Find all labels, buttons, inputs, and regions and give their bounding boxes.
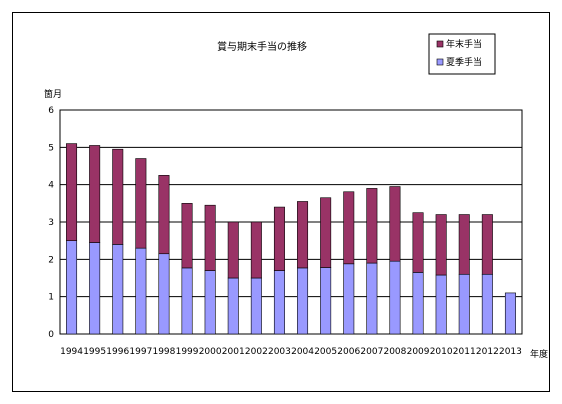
bar-year-end: [181, 203, 193, 269]
x-tick-label: 2001: [222, 347, 245, 357]
x-tick-label: 2008: [383, 347, 406, 357]
x-tick-label: 2004: [291, 347, 314, 357]
bar-year-end: [204, 204, 216, 271]
y-tick-labels: 0 1 2 3 4 5 6: [48, 106, 54, 340]
bar-year-end: [66, 143, 78, 241]
x-tick-label: 2002: [245, 347, 268, 357]
bars: [66, 143, 516, 335]
bar-year-end: [297, 201, 309, 269]
bar-summer: [250, 277, 262, 335]
x-tick-label: 1995: [83, 347, 106, 357]
bar-summer: [273, 270, 285, 335]
bar-year-end: [343, 191, 355, 265]
bar-summer: [504, 292, 516, 335]
bar-summer: [343, 263, 355, 335]
y-tick-label: 2: [48, 255, 54, 265]
legend-swatch-summer: [436, 58, 444, 66]
x-tick-label: 1997: [129, 347, 152, 357]
bar-year-end: [273, 206, 285, 271]
x-tick-label: 1994: [60, 347, 83, 357]
y-tick-label: 1: [48, 293, 54, 303]
bar-summer: [227, 277, 239, 335]
bar-summer: [481, 273, 493, 335]
x-tick-labels: 1994 1995 1996 1997 1998 1999 2000 2001 2002 2003…: [60, 347, 522, 357]
x-tick-label: 2009: [407, 347, 430, 357]
x-tick-label: 2000: [199, 347, 222, 357]
bar-summer: [181, 267, 193, 335]
y-axis-label: 箇月: [44, 88, 62, 100]
bar-summer: [158, 253, 170, 335]
x-tick-label: 1998: [152, 347, 175, 357]
bar-year-end: [481, 214, 493, 275]
bar-summer: [412, 272, 424, 335]
bar-year-end: [135, 158, 147, 249]
x-tick-label: 2005: [314, 347, 337, 357]
y-tick-label: 5: [48, 143, 54, 153]
legend-label-year-end: 年末手当: [446, 38, 482, 50]
x-tick-label: 2003: [268, 347, 291, 357]
legend-box: [428, 33, 496, 75]
bar-summer: [320, 267, 332, 335]
bar-year-end: [389, 186, 401, 262]
bar-year-end: [89, 145, 101, 243]
y-tick-label: 0: [48, 330, 54, 340]
x-tick-label: 2012: [476, 347, 499, 357]
x-tick-label: 2011: [453, 347, 476, 357]
bar-summer: [389, 260, 401, 335]
bar-summer: [66, 240, 78, 335]
y-tick-label: 6: [48, 106, 54, 116]
bar-year-end: [158, 175, 170, 255]
legend-swatch-year-end: [436, 40, 444, 48]
bar-summer: [204, 270, 216, 335]
bar-year-end: [412, 212, 424, 273]
legend: 年末手当 夏季手当: [428, 33, 496, 75]
bar-summer: [135, 247, 147, 335]
x-tick-label: 1999: [176, 347, 199, 357]
bar-year-end: [435, 214, 447, 276]
x-tick-label: 1996: [106, 347, 129, 357]
bar-year-end: [320, 197, 332, 268]
x-axis-label: 年度: [530, 348, 548, 360]
bar-year-end: [227, 221, 239, 279]
legend-label-summer: 夏季手当: [446, 56, 482, 68]
bar-summer: [435, 274, 447, 335]
y-tick-label: 3: [48, 218, 54, 228]
x-tick-label: 2006: [337, 347, 360, 357]
x-tick-label: 2007: [360, 347, 383, 357]
bar-year-end: [112, 148, 124, 245]
bar-year-end: [366, 188, 378, 264]
bar-summer: [366, 262, 378, 335]
y-tick-label: 4: [48, 181, 54, 191]
bar-summer: [297, 267, 309, 335]
bar-summer: [112, 244, 124, 335]
x-tick-label: 2013: [499, 347, 522, 357]
bar-year-end: [458, 214, 470, 275]
bar-summer: [458, 273, 470, 335]
x-tick-label: 2010: [430, 347, 453, 357]
chart-title: 賞与期末手当の推移: [217, 40, 307, 53]
bar-year-end: [250, 221, 262, 279]
bar-summer: [89, 242, 101, 335]
